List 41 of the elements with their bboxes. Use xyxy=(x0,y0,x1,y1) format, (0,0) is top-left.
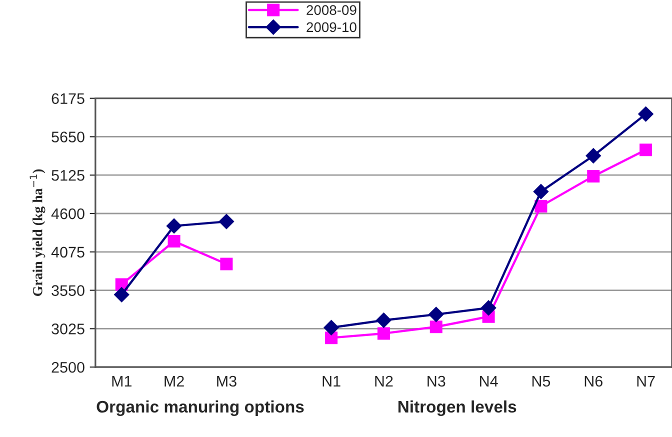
x-tick-label: M1 xyxy=(112,376,132,386)
y-tick-label: 2500 xyxy=(52,362,84,373)
x-tick-label: N4 xyxy=(480,376,498,386)
point xyxy=(640,144,652,156)
text: Nitrogen levels xyxy=(398,400,516,416)
y-axis-title: Grain yield (kg ha$^{−1}$) xyxy=(30,169,46,296)
x-tick-label: M3 xyxy=(217,376,236,387)
point xyxy=(114,287,130,302)
x-tick-label: N1 xyxy=(322,376,340,386)
point xyxy=(377,327,390,340)
point xyxy=(325,332,338,344)
point xyxy=(376,312,392,328)
point xyxy=(534,200,548,212)
y-tick-label: 5125 xyxy=(52,170,84,181)
x-tick-label: M2 xyxy=(164,376,184,386)
point xyxy=(218,214,234,230)
x-tick-label: N7 xyxy=(637,376,655,386)
point xyxy=(220,258,233,270)
point xyxy=(480,300,496,316)
x-tick-label: N2 xyxy=(375,376,393,386)
y-tick-label: 6175 xyxy=(52,93,84,104)
point xyxy=(638,106,654,122)
legend-label: 2008-09 xyxy=(306,5,356,15)
point xyxy=(430,320,442,334)
y-tick-label: 3550 xyxy=(52,285,84,296)
point xyxy=(586,148,601,164)
y-tick-label: 4075 xyxy=(51,246,84,258)
text: Organic manuring options xyxy=(96,400,304,416)
point xyxy=(168,235,180,248)
legend-label: 2009-10 xyxy=(306,22,356,32)
point xyxy=(533,184,549,200)
point xyxy=(324,320,339,336)
y-tick-label: 5650 xyxy=(52,132,84,142)
point xyxy=(428,306,444,322)
y-tick-label: 3025 xyxy=(52,324,84,334)
point xyxy=(587,170,600,182)
x-tick-label: N3 xyxy=(428,376,446,387)
y-tick-label: 4600 xyxy=(51,208,84,220)
x-tick-label: N6 xyxy=(584,376,602,387)
point xyxy=(166,218,182,234)
x-tick-label: N5 xyxy=(532,376,550,387)
